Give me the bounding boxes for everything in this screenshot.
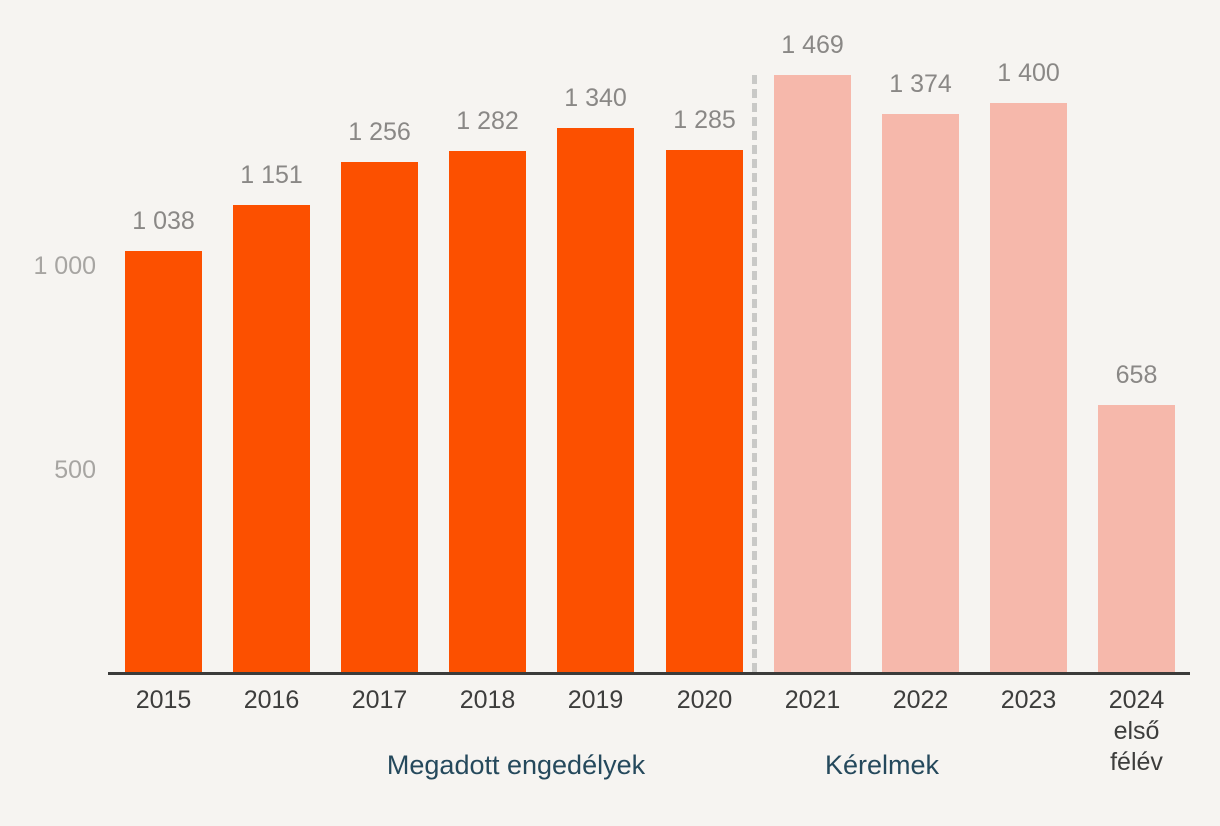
bar-2024	[1098, 405, 1175, 673]
x-axis-tick-label-2018: 2018	[418, 685, 558, 716]
bar-2023	[990, 103, 1067, 673]
bar-2016	[233, 205, 310, 673]
x-axis-tick-label-2024: 2024 első félév	[1067, 685, 1207, 778]
x-axis-tick-line: 2020	[676, 686, 733, 714]
x-axis-tick-line: első	[1113, 717, 1160, 745]
x-axis-tick-label-2017: 2017	[310, 685, 450, 716]
value-label-2017: 1 256	[348, 118, 411, 146]
x-axis-tick-line: 2016	[243, 686, 300, 714]
value-label-2019: 1 340	[564, 84, 627, 112]
x-axis-tick-line: 2023	[1000, 686, 1057, 714]
value-label-2016: 1 151	[240, 161, 303, 189]
value-label-2015: 1 038	[132, 207, 195, 235]
x-axis-tick-label-2019: 2019	[526, 685, 666, 716]
legend-label-megadott-engedelyek: Megadott engedélyek	[386, 750, 646, 780]
x-axis-tick-label-2022: 2022	[851, 685, 991, 716]
x-axis-tick-line: félév	[1110, 748, 1163, 776]
value-label-2021: 1 469	[781, 31, 844, 59]
y-axis-tick-label-500: 500	[54, 456, 96, 484]
x-axis-tick-line: 2021	[784, 686, 841, 714]
x-axis-tick-label-2015: 2015	[94, 685, 234, 716]
value-label-2022: 1 374	[889, 70, 952, 98]
x-axis-line	[108, 672, 1190, 675]
x-axis-tick-line: 2019	[567, 686, 624, 714]
value-label-2023: 1 400	[997, 59, 1060, 87]
bar-2017	[341, 162, 418, 673]
x-axis-tick-label-2020: 2020	[635, 685, 775, 716]
bar-2021	[774, 75, 851, 673]
legend-label-kerelmek: Kérelmek	[824, 750, 940, 780]
x-axis-tick-line: 2017	[351, 686, 408, 714]
value-label-2024: 658	[1115, 361, 1158, 389]
x-axis-tick-line: 2015	[135, 686, 192, 714]
bar-2018	[449, 151, 526, 673]
y-axis-tick-label-1000: 1 000	[33, 252, 96, 280]
group-divider-dashed-line	[752, 75, 757, 673]
value-label-2020: 1 285	[673, 106, 736, 134]
bar-2015	[125, 251, 202, 673]
x-axis-tick-label-2023: 2023	[959, 685, 1099, 716]
bar-2019	[557, 128, 634, 673]
x-axis-tick-line: 2022	[892, 686, 949, 714]
x-axis-tick-label-2016: 2016	[202, 685, 342, 716]
x-axis-tick-line: 2024	[1108, 686, 1165, 714]
x-axis-tick-label-2021: 2021	[743, 685, 883, 716]
x-axis-tick-line: 2018	[459, 686, 516, 714]
value-label-2018: 1 282	[456, 107, 519, 135]
bar-2020	[666, 150, 743, 673]
bar-2022	[882, 114, 959, 673]
